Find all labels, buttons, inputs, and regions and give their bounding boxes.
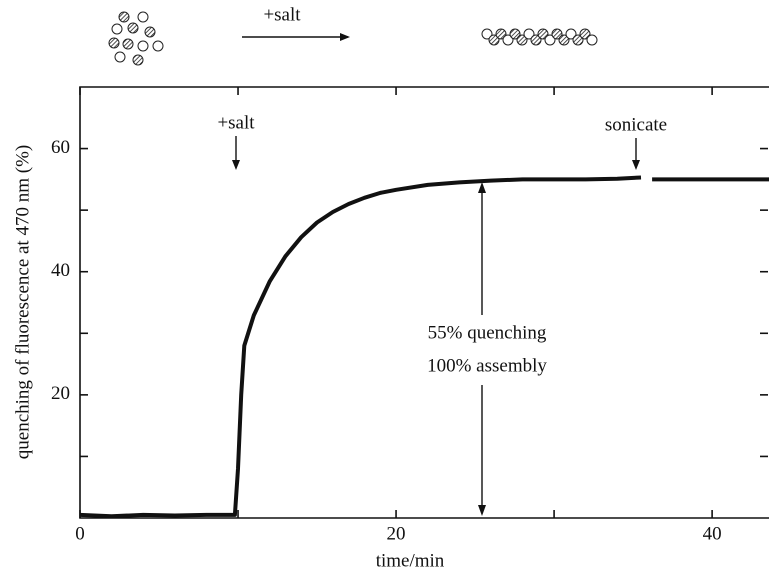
schematic-arrow — [242, 33, 350, 41]
chart: +salt time/min quenching of fluorescence… — [0, 0, 769, 572]
y-tick-label: 40 — [51, 260, 70, 281]
annotation-arrow-head — [632, 160, 640, 170]
y-tick-label: 60 — [51, 137, 70, 158]
annotation-arrow-head — [478, 505, 486, 516]
y-axis-label: quenching of fluorescence at 470 nm (%) — [12, 145, 33, 459]
axis-frame — [80, 87, 769, 518]
x-tick-label: 40 — [703, 523, 722, 544]
annotation: 100% assembly — [427, 355, 547, 376]
x-tick-label: 20 — [387, 523, 406, 544]
annotation: 55% quenching — [428, 322, 547, 343]
x-tick-label: 0 — [75, 523, 85, 544]
annotation-arrow-head — [232, 160, 240, 170]
annotation: sonicate — [605, 114, 667, 135]
schematic-monomers — [109, 12, 163, 65]
schematic-label: +salt — [263, 4, 301, 25]
schematic-assembly — [482, 29, 597, 45]
x-axis-label: time/min — [376, 550, 445, 571]
data-line — [80, 178, 769, 517]
annotation: +salt — [217, 112, 255, 133]
annotation-arrow-head — [478, 182, 486, 193]
y-tick-label: 20 — [51, 383, 70, 404]
